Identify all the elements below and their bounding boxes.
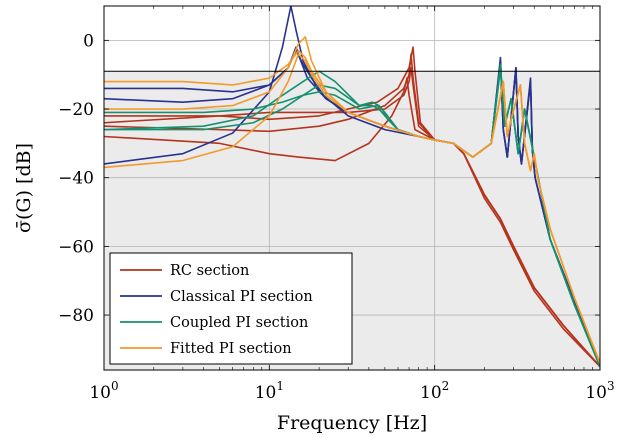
legend-label: Classical PI section [170,289,313,305]
series-line [104,46,600,368]
y-tick-label: −20 [58,100,94,120]
series-line [104,77,600,368]
x-tick-label: 102 [420,379,449,403]
series-line [104,53,600,364]
y-axis-label: σ̄(G) [dB] [13,143,35,233]
y-tick-label: −40 [58,169,94,189]
legend: RC section Classical PI section Coupled PI… [109,252,353,365]
legend-label: RC section [170,263,249,279]
series-rc-section [104,46,600,368]
x-tick-label: 100 [89,379,118,403]
y-tick-label: −60 [58,237,94,257]
x-axis-label: Frequency [Hz] [277,412,427,434]
legend-label: Coupled PI section [170,315,308,331]
legend-box [109,252,353,365]
x-tick-label: 103 [585,379,614,403]
x-tick-label: 101 [255,379,284,403]
series-fitted-pi-section [104,36,600,364]
legend-label: Fitted PI section [170,341,292,357]
y-tick-label: 0 [83,31,94,51]
plot-frame [103,5,601,371]
y-tick-label: −80 [58,306,94,326]
